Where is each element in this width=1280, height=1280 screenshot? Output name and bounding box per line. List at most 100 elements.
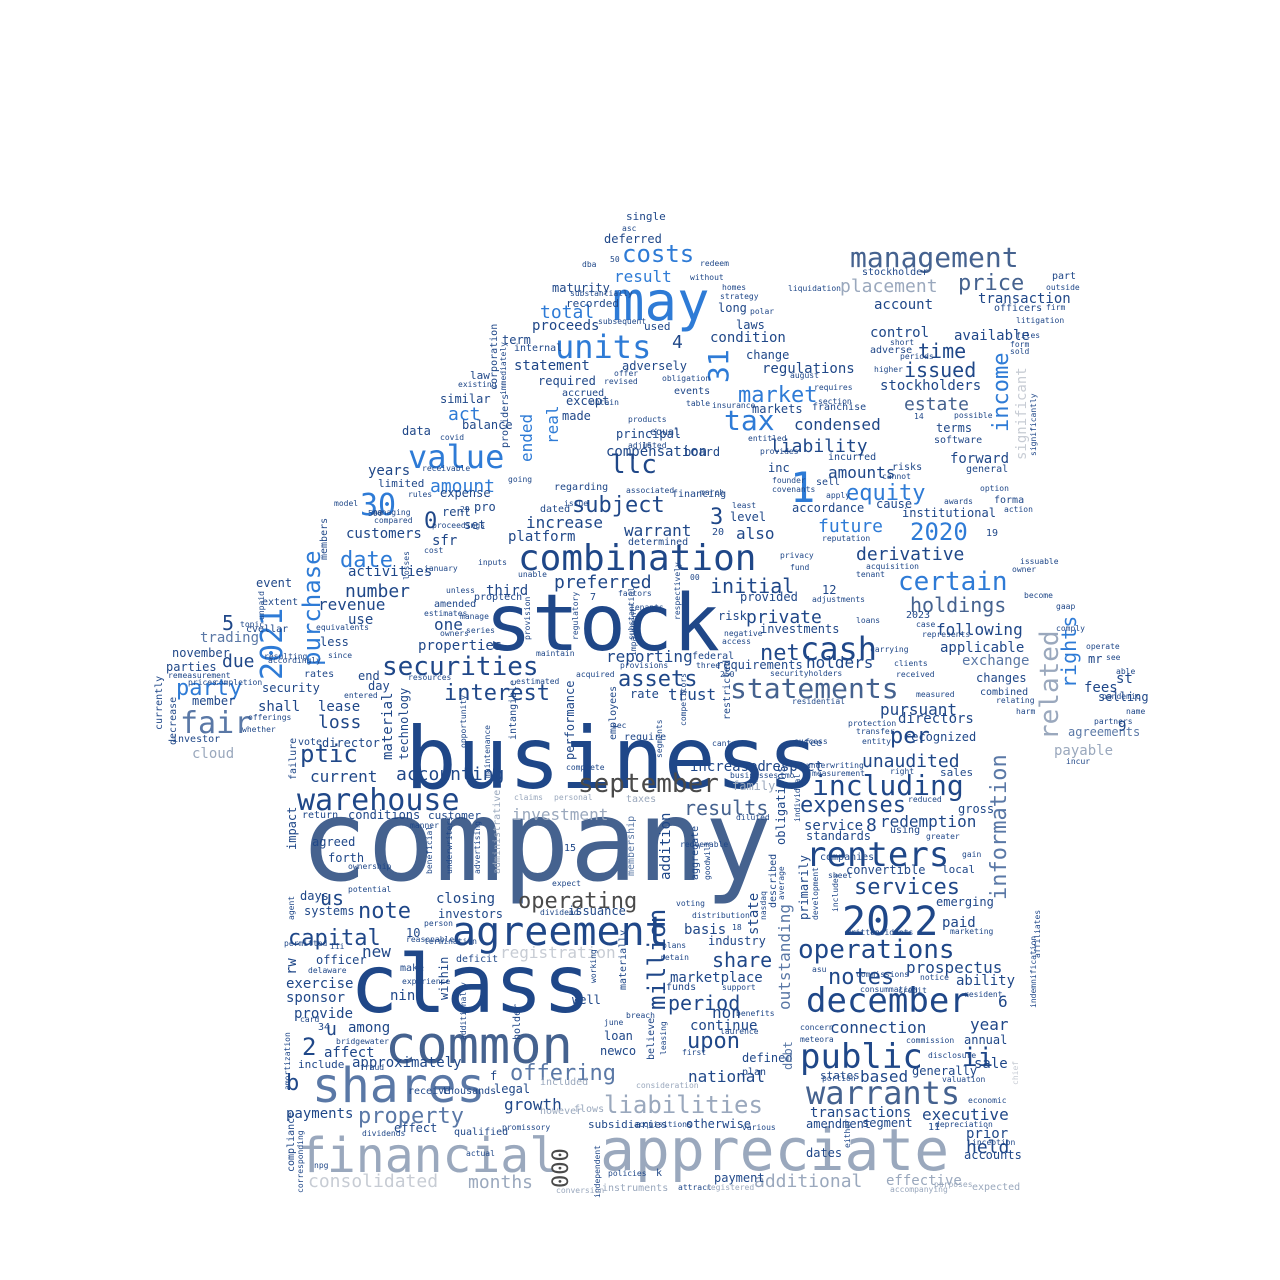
word-revised: revised	[604, 377, 638, 386]
word-goodwill: goodwill	[703, 841, 712, 880]
word-risks: risks	[892, 462, 922, 473]
word-accrued: accrued	[562, 388, 604, 399]
word-rates: rates	[304, 669, 334, 680]
word-markets: markets	[752, 402, 803, 416]
word-loans: loans	[856, 616, 880, 625]
word-otherwise: otherwise	[686, 1117, 751, 1131]
word-us: us	[320, 886, 344, 910]
word-real: real	[543, 405, 562, 444]
word-includes: includes	[831, 873, 840, 912]
word-warrants: warrants	[806, 1074, 960, 1112]
word-20: 20	[712, 527, 724, 538]
word-warrant: warrant	[624, 521, 691, 540]
word-period: period	[668, 991, 740, 1015]
word-securities: securities	[382, 652, 539, 682]
word-cannot: cannot	[882, 472, 911, 481]
word-2020: 2020	[910, 518, 968, 546]
word-sfr: sfr	[432, 533, 457, 549]
word-requirements: requirements	[716, 658, 803, 672]
word-segments: segments	[655, 719, 664, 758]
word-economic: economic	[968, 1096, 1007, 1105]
word-registration: registration	[500, 943, 616, 962]
word-reporting: reporting	[606, 647, 693, 666]
word-common: common	[385, 1016, 573, 1076]
word-company: company	[300, 777, 772, 907]
word-since: since	[328, 651, 352, 660]
word-proceedings: proceedings	[432, 521, 485, 530]
word-losses: losses	[402, 551, 411, 580]
word-event: event	[256, 576, 292, 590]
word-regulatory: regulatory	[571, 592, 580, 640]
word-using: using	[890, 825, 920, 836]
word-compensation: compensation	[606, 444, 707, 460]
word-products: products	[628, 415, 667, 424]
word-effective: effective	[886, 1173, 962, 1189]
word-fund: fund	[790, 563, 809, 572]
word-unless: unless	[446, 586, 475, 595]
word-purchase: purchase	[298, 550, 326, 666]
word-forth: forth	[328, 851, 364, 865]
word-capital: capital	[288, 926, 381, 951]
word-liquidation: liquidation	[788, 284, 841, 293]
word-unaudited: unaudited	[862, 751, 960, 772]
word-unpaid: unpaid	[257, 591, 266, 620]
word-assets: assets	[618, 667, 697, 692]
word-amounts: amounts	[828, 463, 895, 482]
word-dated: dated	[540, 504, 570, 515]
word-flows: flows	[574, 1104, 604, 1115]
word-impact: impact	[285, 807, 299, 850]
word-subject: subject	[572, 493, 665, 518]
word-cloud: cloud	[192, 746, 234, 762]
word-substantial: substantial	[627, 587, 636, 640]
word-three: three	[696, 661, 720, 670]
word-include: include	[298, 1058, 344, 1071]
word-segment: segment	[862, 1116, 913, 1130]
word-entitled: entitled	[748, 434, 787, 443]
word-except: except	[566, 394, 609, 408]
word-value: value	[408, 438, 504, 476]
word-various: various	[742, 1123, 776, 1132]
word-stockholder: stockholder	[862, 267, 928, 278]
word-redemption: redemption	[880, 812, 976, 831]
word-expect: expect	[552, 879, 581, 888]
word-10: 10	[406, 926, 420, 940]
word-reduced: reduced	[908, 795, 942, 804]
word-provides: provides	[760, 447, 799, 456]
word-comply: comply	[1056, 624, 1085, 633]
word-parties: parties	[166, 660, 217, 674]
word-rw: rw	[284, 958, 300, 975]
word-share: share	[712, 948, 772, 972]
word-9: 9	[1118, 719, 1126, 735]
word-pandemic: pandemic	[1102, 692, 1141, 701]
word-sale: sale	[974, 1056, 1008, 1072]
word-may: may	[612, 270, 710, 333]
word-16: 16	[642, 441, 652, 450]
word-requires: requires	[814, 383, 853, 392]
word-level: level	[730, 510, 766, 524]
word-august: august	[790, 371, 819, 380]
word-consideration: consideration	[636, 1081, 699, 1090]
word-incur: incur	[1066, 757, 1090, 766]
word-loss: loss	[318, 712, 361, 733]
word-least: least	[732, 501, 756, 510]
word-measurement: measurement	[812, 769, 865, 778]
word-based: based	[860, 1067, 908, 1086]
word-cash: cash	[800, 630, 877, 668]
word-forma: forma	[994, 495, 1024, 506]
word-19: 19	[986, 528, 998, 539]
word-appreciate: appreciate	[600, 1116, 949, 1184]
word-11: 11	[928, 1122, 940, 1133]
word-inc: inc	[768, 461, 790, 475]
word-principal: principal	[616, 427, 681, 441]
word-due: due	[222, 651, 255, 672]
word-use: use	[348, 612, 373, 628]
word-manner: manner	[410, 821, 439, 830]
word-securityholders: securityholders	[770, 669, 842, 678]
word-deficit: deficit	[456, 954, 498, 965]
word-statement: statement	[514, 358, 590, 374]
word-instruments: instruments	[602, 1183, 668, 1194]
word-administrative: administrative	[492, 790, 503, 874]
word-manage: manage	[460, 612, 489, 621]
word-service: service	[804, 818, 863, 834]
word-litigation: litigation	[1016, 316, 1064, 325]
